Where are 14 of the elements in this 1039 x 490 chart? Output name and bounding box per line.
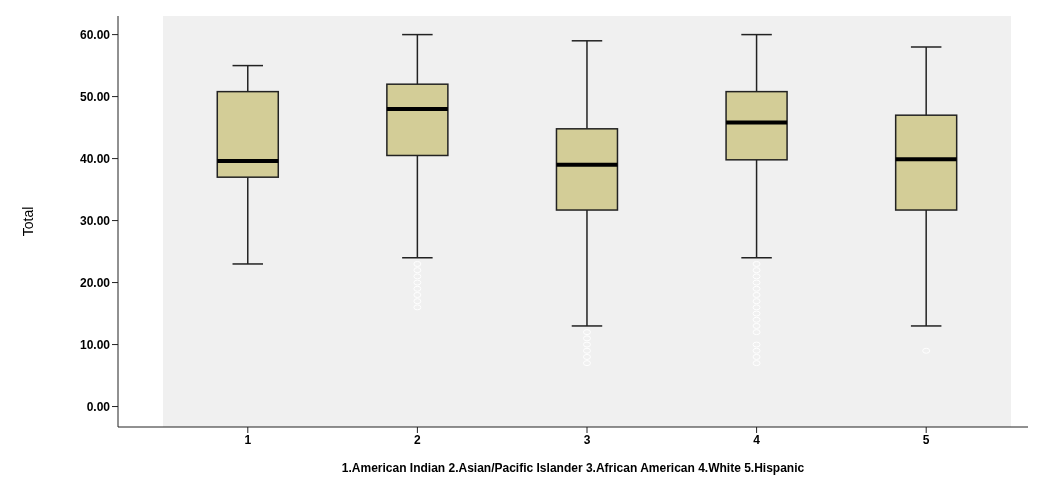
y-tick-label: 60.00 xyxy=(79,27,111,42)
x-tick-label: 5 xyxy=(922,432,930,447)
x-axis-title: 1.American Indian 2.Asian/Pacific Islander 3.African American 4.White 5.Hispanic xyxy=(341,461,805,475)
y-tick-label: 50.00 xyxy=(79,89,111,104)
y-tick-label: 20.00 xyxy=(79,275,111,290)
x-tick-label: 3 xyxy=(583,432,591,447)
x-tick-label: 2 xyxy=(414,432,422,447)
y-tick-label: 30.00 xyxy=(79,213,111,228)
x-tick-label: 1 xyxy=(244,432,252,447)
x-tick-label: 4 xyxy=(753,432,761,447)
y-tick-label: 0.00 xyxy=(86,399,111,414)
y-tick-label: 10.00 xyxy=(79,337,111,352)
y-axis-title: Total xyxy=(19,206,36,237)
y-tick-label: 40.00 xyxy=(79,151,111,166)
